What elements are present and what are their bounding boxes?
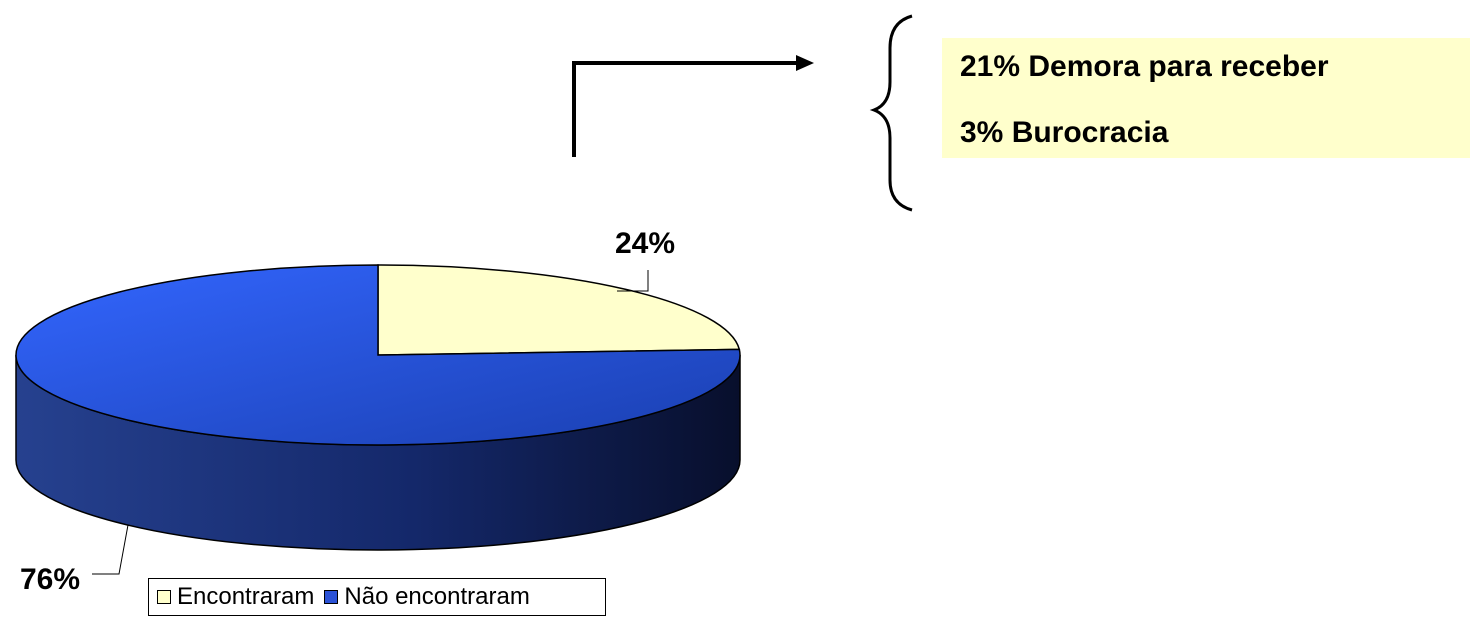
legend-label-encontraram: Encontraram — [177, 583, 315, 610]
curly-brace — [869, 14, 913, 212]
pie-group — [15, 264, 741, 551]
leader-line-24 — [617, 270, 649, 292]
legend-item-encontraram: Encontraram — [157, 583, 314, 611]
pie-slice-encontraram — [377, 264, 741, 356]
data-label-encontraram: 24% — [615, 227, 675, 260]
legend-label-nao-encontraram: Não encontraram — [344, 583, 530, 610]
leader-line-76 — [92, 524, 129, 575]
legend-swatch-encontraram — [157, 590, 171, 604]
arrow-head — [796, 55, 814, 71]
callout-line-delay: 21% Demora para receber — [960, 50, 1329, 83]
chart-legend: Encontraram Não encontraram — [148, 578, 606, 616]
legend-swatch-nao-encontraram — [324, 590, 339, 604]
arrow-connector-line — [572, 61, 800, 157]
legend-item-nao-encontraram: Não encontraram — [324, 583, 530, 611]
callout-line-bureaucracy: 3% Burocracia — [960, 116, 1169, 149]
callout-box: 21% Demora para receber 3% Burocracia — [942, 38, 1470, 158]
pie-slice-nao-encontraram — [15, 264, 741, 446]
data-label-nao-encontraram: 76% — [20, 563, 80, 596]
